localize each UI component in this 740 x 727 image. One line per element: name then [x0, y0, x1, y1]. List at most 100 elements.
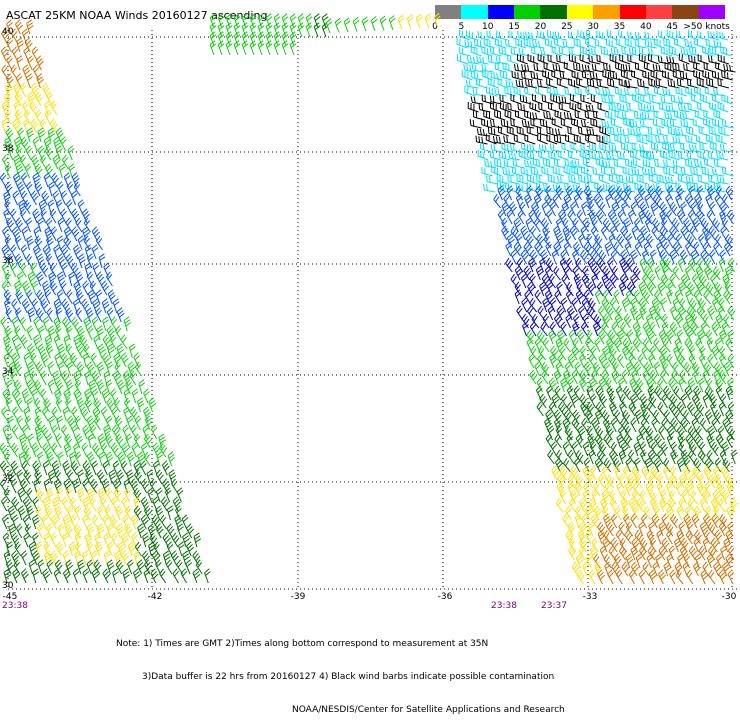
wind-barb — [630, 201, 638, 217]
wind-barb — [642, 409, 651, 425]
wind-barb — [627, 449, 636, 465]
wind-barb — [579, 377, 587, 393]
wind-barb — [171, 478, 179, 494]
wind-barb — [578, 233, 585, 249]
wind-barb — [704, 481, 711, 497]
wind-barb — [646, 329, 655, 345]
wind-barb — [612, 217, 621, 233]
wind-barb — [159, 442, 168, 458]
wind-barb — [588, 209, 597, 225]
wind-barb — [32, 136, 40, 152]
wind-barb — [684, 193, 693, 209]
wind-barb — [481, 69, 493, 81]
wind-barb — [115, 505, 124, 521]
wind-barb — [588, 569, 596, 585]
wind-barb — [603, 134, 616, 145]
wind-barb — [635, 377, 644, 393]
wind-barb — [53, 136, 61, 152]
wind-barb — [542, 297, 551, 313]
wind-barb — [87, 433, 95, 449]
wind-barb — [281, 13, 289, 29]
wind-barb — [583, 185, 592, 201]
wind-barb — [56, 253, 65, 269]
wind-barb — [664, 176, 678, 185]
wind-barb — [657, 377, 665, 393]
wind-barb — [649, 537, 657, 553]
wind-barb — [660, 297, 668, 313]
wind-barb — [602, 88, 615, 97]
wind-barb — [536, 233, 545, 249]
wind-barb — [523, 38, 536, 49]
wind-barb — [693, 369, 700, 385]
wind-barb — [481, 94, 494, 105]
wind-barb — [579, 249, 589, 265]
wind-barb — [635, 62, 647, 73]
wind-barb — [551, 45, 563, 57]
lat-label: 36 — [2, 256, 14, 266]
wind-barb — [579, 497, 588, 513]
wind-barb — [490, 71, 503, 81]
wind-barb — [569, 101, 581, 113]
wind-barb — [684, 265, 692, 281]
wind-barb — [630, 249, 638, 265]
wind-barb — [702, 241, 710, 257]
wind-barb — [11, 316, 19, 332]
wind-barb — [608, 95, 621, 105]
wind-barb — [704, 265, 712, 281]
wind-barb — [21, 28, 29, 44]
wind-barb — [648, 393, 657, 409]
wind-barb — [57, 523, 65, 539]
wind-barb — [11, 424, 19, 440]
wind-barb — [723, 241, 732, 257]
wind-barb — [703, 289, 711, 305]
wind-barb — [666, 29, 678, 41]
wind-barb — [678, 377, 686, 393]
wind-barb — [587, 281, 596, 297]
wind-barb — [106, 343, 115, 359]
wind-barb — [51, 442, 58, 458]
wind-barb — [593, 321, 601, 337]
wind-barb — [62, 550, 70, 566]
lat-label: 34 — [2, 367, 14, 377]
wind-barb — [273, 22, 281, 38]
wind-barb — [525, 233, 534, 249]
wind-barb — [297, 22, 305, 38]
wind-barb — [647, 48, 661, 57]
wind-barb — [76, 343, 85, 359]
wind-barb — [96, 325, 104, 341]
wind-barb — [233, 22, 241, 38]
wind-barb — [543, 111, 556, 121]
wind-barb — [60, 424, 68, 440]
wind-barb — [23, 352, 31, 368]
wind-barb — [704, 409, 713, 425]
wind-barb — [667, 233, 674, 249]
wind-barb — [580, 401, 589, 417]
wind-barb — [510, 249, 518, 265]
wind-barb — [614, 505, 622, 521]
wind-barb — [97, 433, 106, 449]
wind-barb — [217, 40, 225, 56]
legend-label: >50 knots — [683, 22, 730, 32]
wind-barb — [140, 514, 149, 530]
wind-barb — [4, 163, 12, 179]
wind-barb — [661, 393, 668, 409]
wind-barb — [23, 469, 32, 485]
wind-barb — [653, 457, 662, 473]
wind-barb — [579, 369, 588, 385]
wind-barb — [483, 110, 495, 121]
wind-barb — [143, 505, 152, 521]
wind-barb — [718, 521, 727, 537]
wind-barb — [140, 442, 148, 458]
wind-barb — [692, 217, 701, 233]
wind-barb — [1, 244, 10, 260]
wind-barb — [105, 451, 114, 467]
wind-barb — [616, 233, 625, 249]
wind-barb — [501, 201, 510, 217]
wind-barb — [233, 40, 241, 56]
wind-barb — [74, 451, 82, 467]
wind-barb — [68, 541, 77, 557]
wind-barb — [150, 424, 158, 440]
wind-barb — [106, 523, 114, 539]
wind-barb — [686, 126, 698, 137]
wind-barb — [662, 141, 674, 153]
